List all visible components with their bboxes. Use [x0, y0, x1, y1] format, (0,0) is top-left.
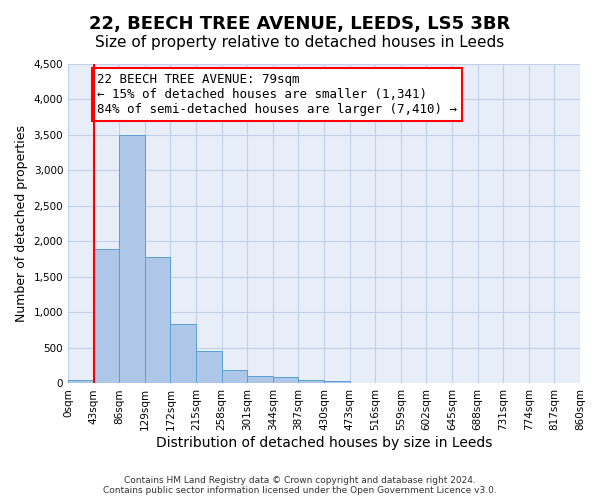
Bar [324, 382, 350, 384]
Bar [221, 370, 247, 384]
Bar [298, 380, 324, 384]
Bar [196, 351, 221, 384]
Bar [145, 258, 170, 384]
Bar [68, 380, 94, 384]
Bar [247, 376, 273, 384]
Text: Size of property relative to detached houses in Leeds: Size of property relative to detached ho… [95, 35, 505, 50]
Bar [170, 324, 196, 384]
X-axis label: Distribution of detached houses by size in Leeds: Distribution of detached houses by size … [156, 436, 492, 450]
Y-axis label: Number of detached properties: Number of detached properties [15, 125, 28, 322]
Text: 22, BEECH TREE AVENUE, LEEDS, LS5 3BR: 22, BEECH TREE AVENUE, LEEDS, LS5 3BR [89, 15, 511, 33]
Bar [94, 248, 119, 384]
Bar [273, 378, 298, 384]
Bar [119, 135, 145, 384]
Text: Contains HM Land Registry data © Crown copyright and database right 2024.
Contai: Contains HM Land Registry data © Crown c… [103, 476, 497, 495]
Text: 22 BEECH TREE AVENUE: 79sqm
← 15% of detached houses are smaller (1,341)
84% of : 22 BEECH TREE AVENUE: 79sqm ← 15% of det… [97, 72, 457, 116]
